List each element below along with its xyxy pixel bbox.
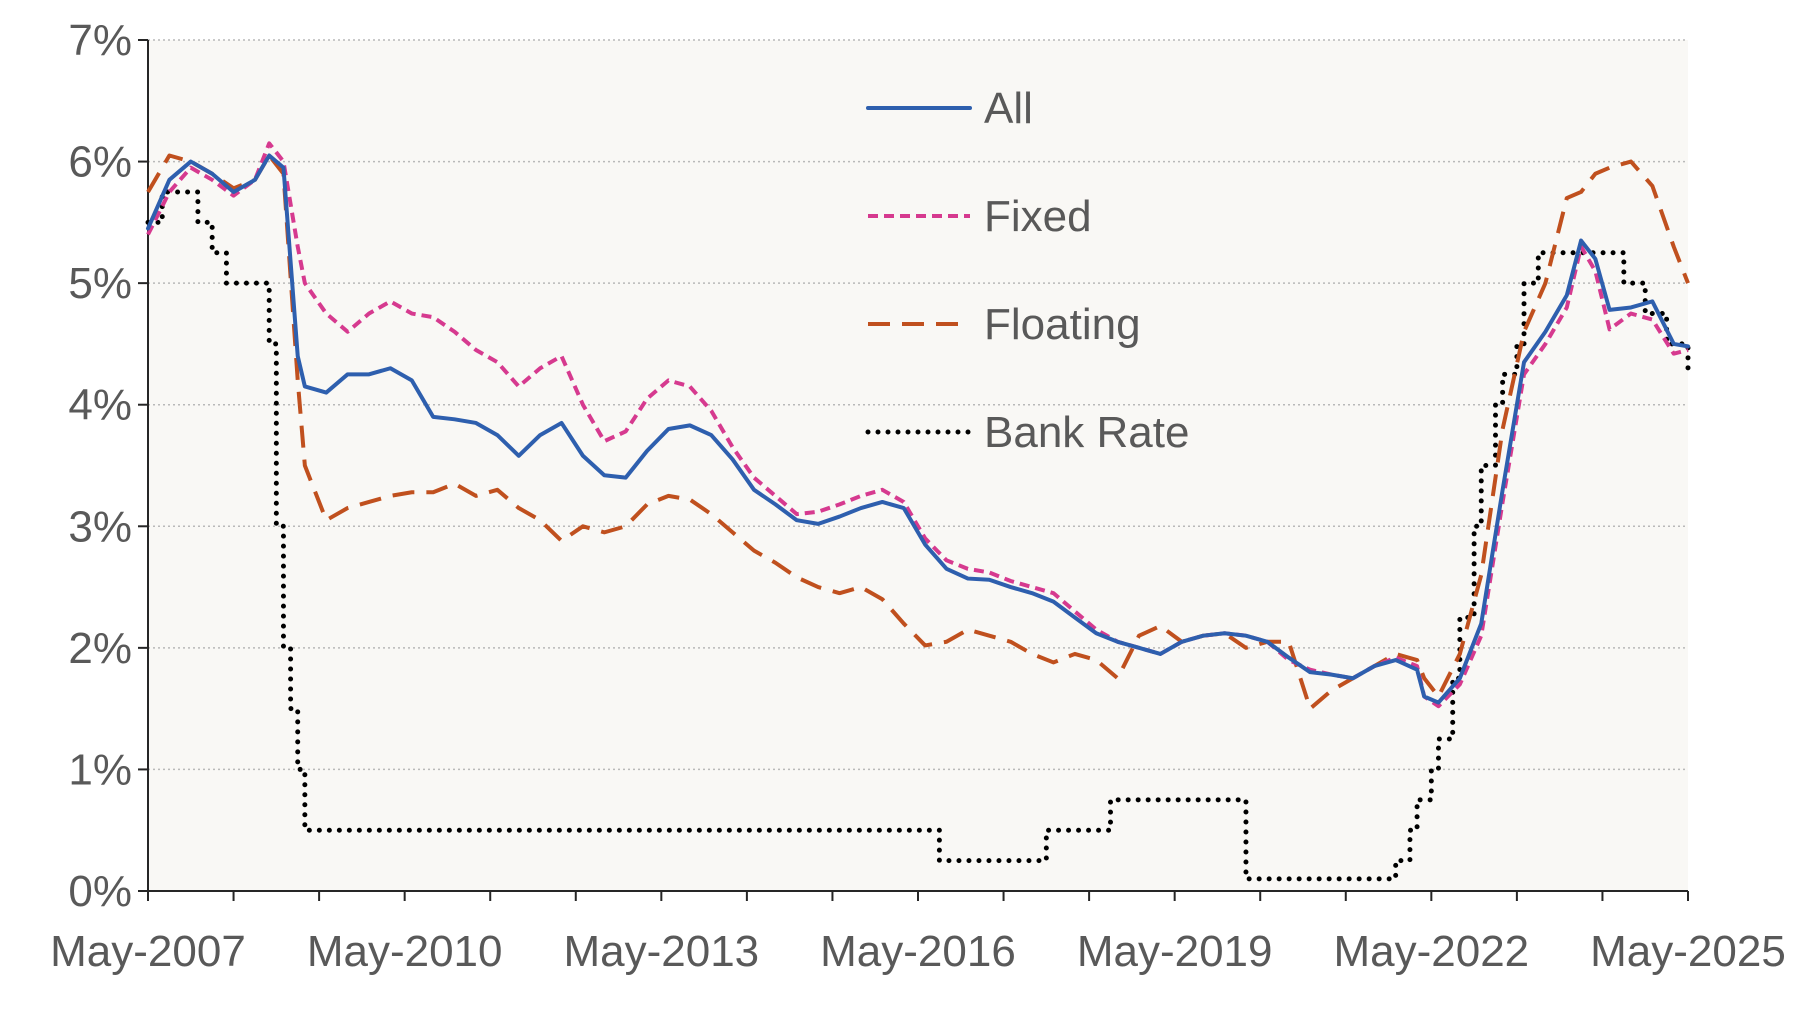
series-lines [145, 141, 1691, 882]
x-axis-ticks: May-2007 May-2010 May-2013 May-2016 May-2019… [50, 891, 1786, 976]
x-tick-label: May-2022 [1333, 927, 1529, 976]
x-tick-label: May-2013 [563, 927, 759, 976]
legend-label-bank-rate: Bank Rate [984, 408, 1189, 457]
series-line-floating [146, 153, 1690, 711]
legend-label-fixed: Fixed [984, 192, 1092, 241]
x-tick-label: May-2025 [1590, 927, 1786, 976]
x-tick-label: May-2007 [50, 927, 246, 976]
y-tick-label: 5% [68, 259, 132, 308]
y-tick-label: 1% [68, 745, 132, 794]
x-tick-label: May-2019 [1077, 927, 1273, 976]
x-tick-label: May-2016 [820, 927, 1016, 976]
y-tick-label: 0% [68, 867, 132, 916]
series-line-all [146, 153, 1690, 705]
legend-label-all: All [984, 84, 1033, 133]
plot-area [148, 40, 1688, 891]
series-line-bank-rate [145, 189, 1691, 882]
y-axis-ticks: 0% 1% 2% 3% 4% 5% 6% 7% [68, 16, 148, 916]
y-tick-label: 6% [68, 138, 132, 187]
y-tick-label: 3% [68, 502, 132, 551]
series-line-fixed [146, 141, 1689, 709]
legend-label-floating: Floating [984, 300, 1141, 349]
x-tick-label: May-2010 [307, 927, 503, 976]
y-tick-label: 2% [68, 624, 132, 673]
y-tick-label: 7% [68, 16, 132, 65]
legend: All Fixed Floating Bank Rate [865, 84, 1189, 457]
y-tick-label: 4% [68, 381, 132, 430]
